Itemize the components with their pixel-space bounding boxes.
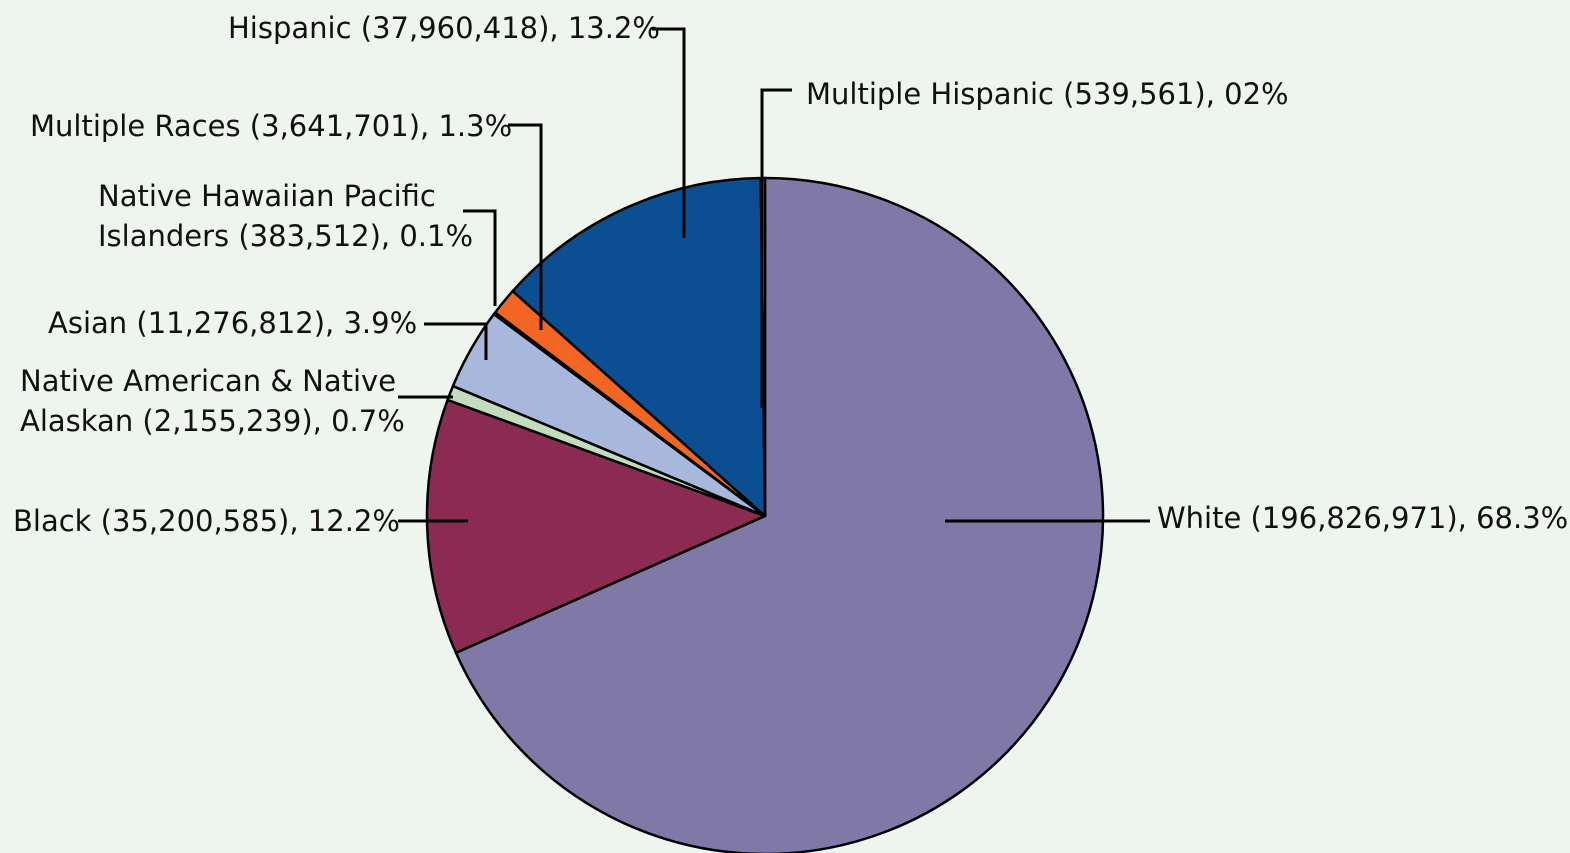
label-black-line-1: Black (35,200,585), 12.2% (13, 504, 400, 538)
label-white-line-1: White (196,826,971), 68.3% (1157, 501, 1568, 535)
leader-line-multiple-hispanic (760, 88, 792, 408)
label-asian-line-1: Asian (11,276,812), 3.9% (48, 306, 417, 340)
label-native-american-and-native-alaskan-line-1: Native American & Native (20, 364, 396, 398)
label-multiple-races: Multiple Races (3,641,701), 1.3% (30, 109, 512, 143)
label-native-hawaiian-pacific-islanders-line-2: Islanders (383,512), 0.1% (98, 219, 473, 253)
label-native-hawaiian-pacific-islanders-line-1: Native Hawaiian Pacific (98, 179, 436, 213)
slice-hispanic (511, 176, 767, 518)
leader-line-hispanic (652, 27, 686, 238)
label-asian: Asian (11,276,812), 3.9% (48, 306, 417, 340)
leader-line-multiple-races (508, 123, 543, 330)
label-multiple-hispanic-line-1: Multiple Hispanic (539,561), 02% (806, 77, 1289, 111)
label-black: Black (35,200,585), 12.2% (13, 504, 400, 538)
label-multiple-races-line-1: Multiple Races (3,641,701), 1.3% (30, 109, 512, 143)
pie-slices (425, 176, 1105, 853)
label-native-american-and-native-alaskan-line-2: Alaskan (2,155,239), 0.7% (20, 404, 405, 438)
label-white: White (196,826,971), 68.3% (1157, 501, 1568, 535)
label-native-hawaiian-pacific-islanders: Native Hawaiian Pacific Islanders (383,51… (98, 179, 473, 253)
slice-white (454, 176, 1105, 853)
leader-lines (398, 27, 1150, 523)
leader-line-asian (424, 322, 488, 360)
slice-black (425, 398, 767, 655)
label-multiple-hispanic: Multiple Hispanic (539,561), 02% (806, 77, 1289, 111)
label-hispanic: Hispanic (37,960,418), 13.2% (228, 11, 660, 45)
label-native-american-and-native-alaskan: Native American & Native Alaskan (2,155,2… (20, 364, 405, 438)
slice-labels: White (196,826,971), 68.3% Black (35,200,… (13, 11, 1568, 538)
leader-line-native-hawaiian-pacific-islanders (463, 209, 497, 306)
label-hispanic-line-1: Hispanic (37,960,418), 13.2% (228, 11, 660, 45)
